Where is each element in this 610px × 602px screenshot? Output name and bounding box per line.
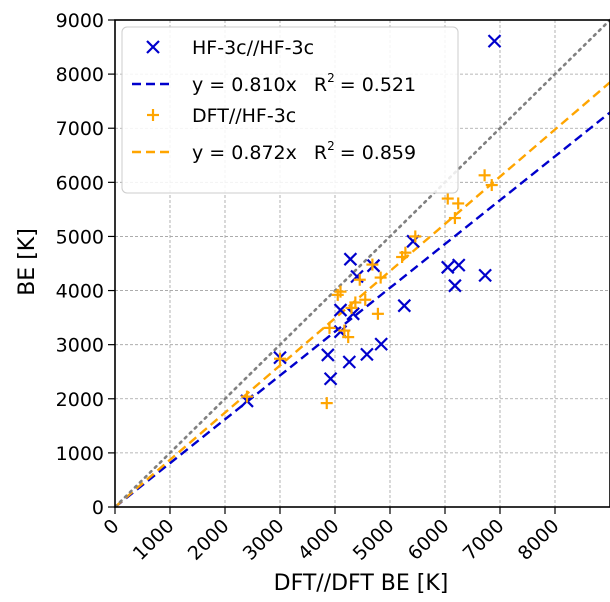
dft-data-point: [241, 390, 253, 403]
legend-r2-value: = 0.859: [340, 142, 416, 164]
y-tick-label: 1000: [56, 443, 104, 465]
legend-label-dft-points: DFT//HF-3c: [192, 105, 296, 127]
legend-box: [121, 26, 459, 194]
hf3c-data-point: [487, 34, 502, 48]
dft-data-point: [485, 179, 498, 192]
y-tick-label: 6000: [56, 172, 104, 194]
dft-data-point: [399, 246, 412, 259]
legend-markers: [132, 40, 174, 154]
hf3c-data-point: [451, 258, 466, 272]
legend-label-hf3c-points: HF-3c//HF-3c: [192, 37, 314, 59]
legend-label-dft-fit: y = 0.872x R2 = 0.859: [192, 139, 416, 164]
legend-fit-equation: y = 0.872x: [192, 142, 297, 164]
hf3c-data-point: [346, 307, 360, 321]
dft-data-point: [320, 397, 333, 410]
dft-data-point: [366, 258, 379, 271]
x-tick-label: 7000: [459, 515, 509, 565]
axis-ticks: 0 1000 2000 3000 4000 5000 6000 7000 80000100020…: [56, 10, 564, 565]
hf3c-data-point: [333, 303, 348, 317]
x-tick-label: 6000: [404, 515, 454, 565]
x-tick-label: 8000: [514, 515, 564, 565]
y-axis-title: BE [K]: [15, 228, 40, 296]
legend: HF-3c//HF-3c y = 0.810x R2 = 0.521 DFT//HF…: [121, 26, 459, 194]
legend-r2-symbol: R: [314, 142, 327, 164]
legend-r2-superscript: 2: [327, 139, 335, 153]
x-tick-label: 2000: [184, 515, 234, 565]
dft-data-point: [274, 352, 286, 365]
fit-line: [114, 111, 610, 508]
dft-data-point: [342, 331, 355, 344]
hf3c-data-point: [374, 337, 388, 351]
dft-data-point: [371, 307, 384, 320]
y-tick-label: 4000: [56, 281, 104, 303]
y-tick-label: 9000: [56, 10, 104, 32]
dft-data-point: [338, 324, 351, 337]
hf3c-data-point: [478, 268, 492, 283]
fit-lines: [113, 18, 610, 509]
x-axis-title: DFT//DFT BE [K]: [274, 571, 449, 596]
dft-data-point: [374, 271, 387, 284]
hf3c-data-point: [448, 278, 462, 293]
hf3c-data-point: [342, 355, 357, 369]
dft-data-point: [478, 169, 491, 182]
y-tick-label: 3000: [56, 335, 104, 357]
y-tick-label: 5000: [56, 226, 104, 248]
dft-data-point: [441, 192, 454, 205]
x-tick-label: 5000: [349, 515, 399, 565]
hf3c-data-point: [440, 260, 455, 275]
y-tick-label: 2000: [56, 389, 104, 411]
y-tick-label: 0: [92, 497, 104, 519]
legend-marker-dft: [147, 109, 159, 121]
hf3c-data-point: [397, 298, 412, 313]
y-tick-label: 8000: [56, 64, 104, 86]
x-tick-label: 4000: [294, 515, 344, 565]
hf3c-data-point: [360, 347, 374, 362]
dft-data-point: [448, 212, 461, 225]
legend-marker-hf3c: [146, 40, 160, 54]
hf3c-data-point: [321, 348, 335, 362]
dft-data-point: [323, 321, 336, 334]
dft-data-point: [349, 296, 362, 309]
legend-fit-equation: y = 0.810x: [192, 74, 297, 96]
fit-line: [114, 81, 610, 508]
legend-r2-value: = 0.521: [340, 74, 416, 96]
dft-data-point: [409, 230, 422, 243]
legend-r2-superscript: 2: [327, 71, 335, 85]
x-tick-label: 1000: [129, 515, 179, 565]
dft-data-point: [334, 285, 347, 298]
plot-area-frame: [114, 19, 610, 508]
hf3c-data-point: [323, 371, 338, 386]
legend-label-hf3c-fit: y = 0.810x R2 = 0.521: [192, 71, 416, 96]
legend-r2-symbol: R: [314, 74, 327, 96]
y-tick-label: 7000: [56, 118, 104, 140]
hf3c-data-point: [343, 252, 358, 266]
dft-data-point: [359, 293, 372, 306]
dft-data-point: [353, 273, 366, 286]
dft-data-point: [452, 197, 465, 210]
data-points: [240, 34, 502, 410]
x-tick-label: 3000: [239, 515, 289, 565]
